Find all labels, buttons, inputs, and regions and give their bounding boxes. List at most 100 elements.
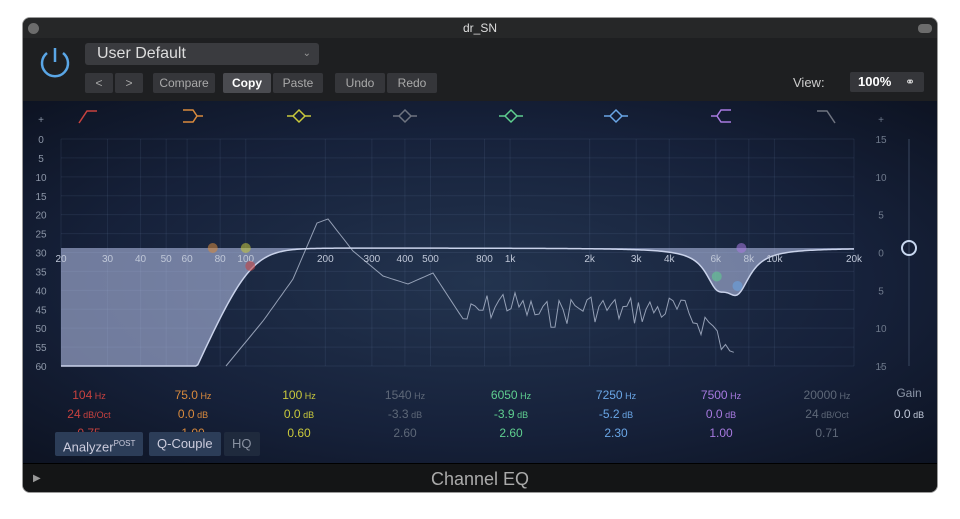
- value: -3.3: [387, 407, 409, 421]
- band-q-value[interactable]: 0.71: [777, 426, 877, 440]
- right-scale-tick: 10: [875, 173, 887, 184]
- left-scale-tick: 55: [35, 343, 47, 354]
- analyzer-button[interactable]: AnalyzerPOST: [55, 432, 144, 456]
- high-shelf-band-icon[interactable]: [711, 109, 731, 123]
- band-gain-value[interactable]: -3.9 dB: [461, 407, 561, 421]
- frequency-label: 800: [476, 254, 493, 265]
- eq-curve: [61, 247, 855, 367]
- header-toolbar: User Default ⌄ < > Compare Copy Paste Und…: [23, 38, 937, 101]
- unit: Hz: [200, 391, 212, 401]
- band-freq-value[interactable]: 104 Hz: [39, 388, 139, 402]
- value: 20000: [803, 388, 837, 402]
- window-control[interactable]: [918, 24, 932, 33]
- bell-band-icon[interactable]: [604, 108, 628, 124]
- copy-button[interactable]: Copy: [223, 73, 271, 93]
- band-gain-value[interactable]: 24 dB/Oct: [39, 407, 139, 421]
- band-gain-value[interactable]: -5.2 dB: [566, 407, 666, 421]
- close-dot[interactable]: [28, 23, 39, 34]
- bell-band-icon[interactable]: [287, 108, 311, 124]
- link-button[interactable]: ⚭: [896, 72, 924, 92]
- value: 6050: [490, 388, 518, 402]
- low-shelf-band-icon[interactable]: [183, 109, 203, 123]
- preset-dropdown[interactable]: User Default ⌄: [85, 43, 319, 65]
- low-cut-band-icon[interactable]: [78, 110, 97, 124]
- band-gain-value[interactable]: -3.3 dB: [355, 407, 455, 421]
- value: 0.0: [893, 407, 911, 421]
- band-freq-value[interactable]: 7250 Hz: [566, 388, 666, 402]
- q-couple-button[interactable]: Q-Couple: [149, 432, 221, 456]
- value: 1.00: [709, 426, 733, 440]
- unit: Hz: [730, 391, 742, 401]
- frequency-label: 10k: [766, 254, 783, 265]
- frequency-label: 80: [215, 254, 227, 265]
- compare-button[interactable]: Compare: [153, 73, 215, 93]
- redo-button[interactable]: Redo: [387, 73, 437, 93]
- band-handle[interactable]: [207, 243, 218, 253]
- value: 75.0: [174, 388, 198, 402]
- band-q-value[interactable]: 2.30: [566, 426, 666, 440]
- value: 0.0: [177, 407, 195, 421]
- band-freq-value[interactable]: 6050 Hz: [461, 388, 561, 402]
- band-handle[interactable]: [245, 261, 256, 271]
- band-handle[interactable]: [711, 271, 722, 282]
- band-gain-value[interactable]: 0.0 dB: [143, 407, 243, 421]
- frequency-label: 300: [364, 254, 381, 265]
- band-gain-value[interactable]: 0.0 dB: [671, 407, 771, 421]
- band-freq-value[interactable]: 100 Hz: [249, 388, 349, 402]
- gain-slider-handle[interactable]: [901, 240, 917, 256]
- bell-band-icon[interactable]: [499, 108, 523, 124]
- band-freq-value[interactable]: 7500 Hz: [671, 388, 771, 402]
- disclosure-triangle-icon[interactable]: ▶: [33, 473, 41, 484]
- value: 0.0: [283, 407, 301, 421]
- prev-preset-button[interactable]: <: [85, 73, 113, 93]
- value: 100: [282, 388, 303, 402]
- band-q-value[interactable]: 2.60: [461, 426, 561, 440]
- unit: dB: [411, 410, 423, 420]
- value: -3.9: [493, 407, 515, 421]
- frequency-label: 2k: [584, 254, 596, 265]
- power-icon[interactable]: [37, 44, 73, 82]
- value: 24: [805, 407, 819, 421]
- frequency-label: 60: [182, 254, 194, 265]
- value: 7250: [595, 388, 623, 402]
- footer-bar: ▶ Channel EQ: [23, 463, 937, 492]
- left-scale-tick: 5: [38, 154, 44, 165]
- left-scale-tick: 60: [35, 362, 47, 373]
- band-handle[interactable]: [732, 280, 743, 291]
- eq-graph[interactable]: +051015202530354045505560-+15105051015-2…: [23, 101, 938, 463]
- unit: Hz: [304, 391, 316, 401]
- unit: Hz: [94, 391, 106, 401]
- right-scale-tick: 15: [875, 362, 887, 373]
- unit: Hz: [414, 391, 426, 401]
- band-freq-value[interactable]: 75.0 Hz: [143, 388, 243, 402]
- band-gain-value[interactable]: 0.0 dB: [249, 407, 349, 421]
- value: 7500: [700, 388, 728, 402]
- left-scale-tick: 25: [35, 230, 47, 241]
- band-handle[interactable]: [240, 243, 251, 253]
- analyzer-label: Analyzer: [63, 439, 114, 455]
- unit: Hz: [625, 391, 637, 401]
- undo-button[interactable]: Undo: [335, 73, 385, 93]
- band-freq-value[interactable]: 20000 Hz: [777, 388, 877, 402]
- bell-band-icon[interactable]: [393, 108, 417, 124]
- paste-button[interactable]: Paste: [273, 73, 323, 93]
- band-handle[interactable]: [736, 243, 747, 253]
- band-q-value[interactable]: 1.00: [671, 426, 771, 440]
- high-cut-band-icon[interactable]: [817, 110, 836, 124]
- link-icon: ⚭: [904, 75, 916, 89]
- left-scale-tick: 50: [35, 324, 47, 335]
- hq-button[interactable]: HQ: [224, 432, 260, 456]
- right-scale-tick: 5: [878, 211, 884, 222]
- band-freq-value[interactable]: 1540 Hz: [355, 388, 455, 402]
- plugin-window: dr_SN User Default ⌄ < > Compare Copy Pas…: [22, 17, 938, 493]
- value: 2.60: [393, 426, 417, 440]
- gain-value[interactable]: 0.0 dB: [859, 407, 937, 421]
- value: 2.30: [604, 426, 628, 440]
- band-q-value[interactable]: 0.60: [249, 426, 349, 440]
- band-gain-value[interactable]: 24 dB/Oct: [777, 407, 877, 421]
- left-scale-tick: 40: [35, 286, 47, 297]
- band-q-value[interactable]: 2.60: [355, 426, 455, 440]
- frequency-label: 20k: [846, 254, 863, 265]
- unit: dB: [622, 410, 634, 420]
- next-preset-button[interactable]: >: [115, 73, 143, 93]
